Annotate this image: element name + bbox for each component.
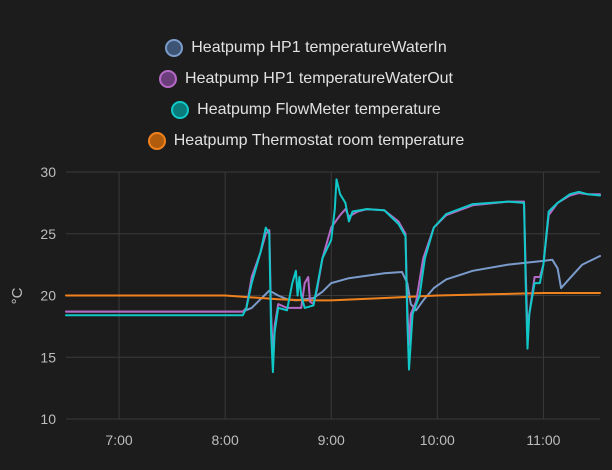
legend-label-thermostat: Heatpump Thermostat room temperature (173, 131, 465, 149)
grid-lines (66, 171, 600, 420)
legend-label-flowmeter: Heatpump FlowMeter temperature (197, 100, 441, 118)
x-tick-label: 10:00 (420, 432, 455, 448)
legend-label-water-in: Heatpump HP1 temperatureWaterIn (191, 38, 447, 56)
legend-item-water-in[interactable]: Heatpump HP1 temperatureWaterIn (165, 32, 447, 63)
y-tick-label: 15 (40, 349, 56, 365)
y-tick-label: 30 (40, 164, 56, 180)
y-tick-label: 20 (40, 288, 56, 304)
series-lines (65, 178, 601, 374)
series-swatch-icon (147, 131, 166, 150)
series-swatch-icon (159, 69, 178, 88)
y-tick-label: 25 (40, 226, 56, 242)
legend-item-thermostat[interactable]: Heatpump Thermostat room temperature (147, 125, 465, 156)
y-tick-label: 10 (40, 411, 56, 427)
x-tick-label: 8:00 (212, 432, 239, 448)
series-line-2[interactable] (65, 178, 601, 374)
y-axis-label: °C (9, 287, 26, 304)
series-line-0[interactable] (65, 255, 601, 313)
series-swatch-icon (171, 100, 190, 119)
legend-item-water-out[interactable]: Heatpump HP1 temperatureWaterOut (159, 63, 453, 94)
y-axis: 10 15 20 25 30 (40, 164, 56, 427)
x-tick-label: 7:00 (105, 432, 132, 448)
x-axis: 7:00 8:00 9:00 10:00 11:00 (105, 432, 560, 448)
series-line-3[interactable] (65, 292, 601, 302)
x-tick-label: 9:00 (318, 432, 345, 448)
chart-legend: Heatpump HP1 temperatureWaterIn Heatpump… (0, 32, 612, 156)
series-swatch-icon (165, 38, 184, 57)
legend-item-flowmeter[interactable]: Heatpump FlowMeter temperature (171, 94, 441, 125)
legend-label-water-out: Heatpump HP1 temperatureWaterOut (185, 69, 453, 87)
x-tick-label: 11:00 (526, 432, 560, 448)
